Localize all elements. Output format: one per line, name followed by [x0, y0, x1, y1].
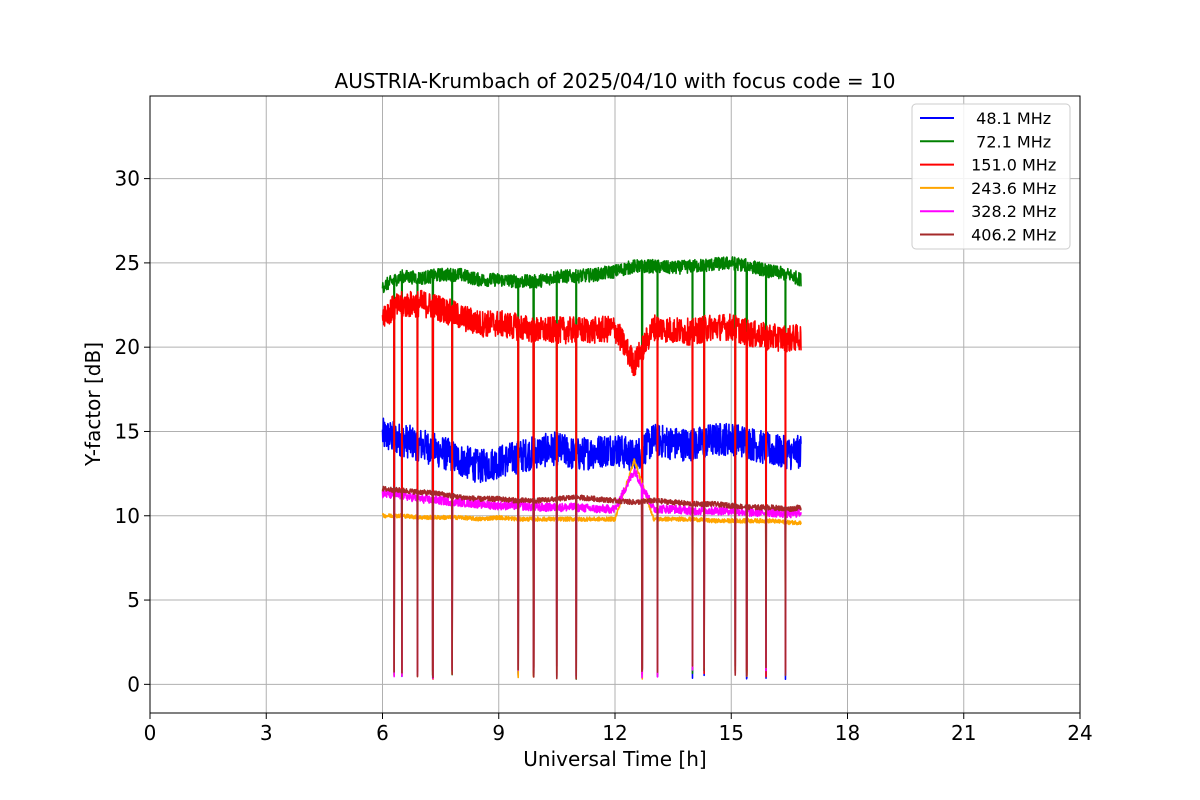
y-tick-label: 20 — [115, 335, 140, 359]
x-tick-label: 18 — [835, 721, 860, 745]
x-tick-label: 24 — [1067, 721, 1092, 745]
x-tick-label: 21 — [951, 721, 976, 745]
legend-frame — [911, 103, 1071, 250]
x-axis-ticks: 0 3 6 9 12 15 18 21 24 — [144, 713, 1093, 745]
x-tick-label: 9 — [492, 721, 505, 745]
y-tick-label: 0 — [127, 672, 140, 696]
series-line-5 — [381, 485, 802, 680]
x-tick-label: 0 — [144, 721, 157, 745]
x-tick-label: 3 — [260, 721, 273, 745]
x-axis-label: Universal Time [h] — [523, 747, 706, 771]
legend-label-0: 48.1 MHz — [966, 109, 1051, 128]
legend-label-1: 72.1 MHz — [966, 132, 1051, 151]
x-tick-label: 15 — [719, 721, 744, 745]
plot-data — [381, 256, 802, 681]
chart-title: AUSTRIA-Krumbach of 2025/04/10 with focu… — [335, 69, 896, 93]
x-tick-label: 12 — [602, 721, 627, 745]
y-tick-label: 25 — [115, 251, 140, 275]
y-axis-label: Y-factor [dB] — [81, 342, 105, 467]
legend-label-2: 151.0 MHz — [966, 156, 1056, 175]
y-tick-label: 30 — [115, 167, 140, 191]
legend-label-4: 328.2 MHz — [966, 202, 1056, 221]
x-tick-label: 6 — [376, 721, 389, 745]
y-axis-ticks: 0 5 10 15 20 25 30 — [115, 167, 150, 696]
legend-items: 48.1 MHz 72.1 MHz 151.0 MHz 243.6 MHz 32… — [920, 109, 1056, 245]
legend: 48.1 MHz 72.1 MHz 151.0 MHz 243.6 MHz 32… — [911, 103, 1071, 250]
y-tick-label: 5 — [127, 588, 140, 612]
y-tick-label: 15 — [115, 419, 140, 443]
y-tick-label: 10 — [115, 504, 140, 528]
legend-label-3: 243.6 MHz — [966, 179, 1056, 198]
legend-label-5: 406.2 MHz — [966, 226, 1056, 245]
series-lines — [381, 256, 802, 681]
